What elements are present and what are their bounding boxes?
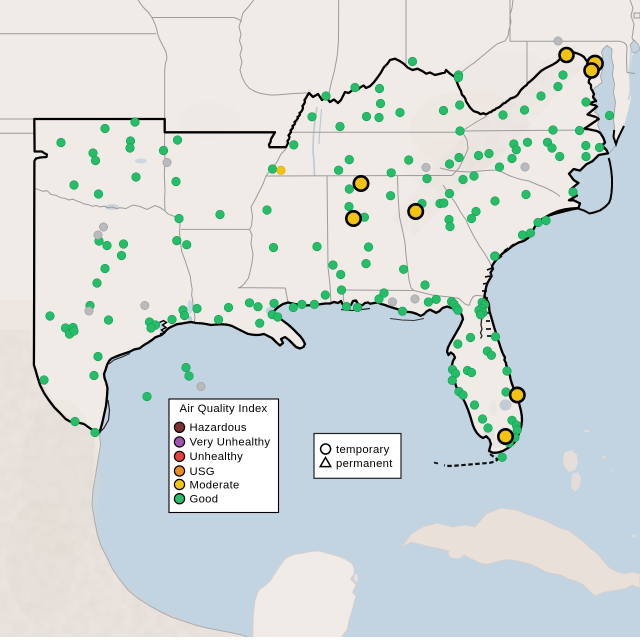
svg-text:Air Quality Index: Air Quality Index	[180, 403, 268, 415]
svg-text:Very Unhealthy: Very Unhealthy	[190, 437, 271, 449]
svg-text:permanent: permanent	[336, 458, 393, 470]
svg-text:Moderate: Moderate	[190, 479, 240, 491]
svg-text:Good: Good	[190, 494, 219, 506]
svg-text:USG: USG	[190, 466, 215, 478]
svg-text:Hazardous: Hazardous	[190, 422, 247, 434]
svg-text:Unhealthy: Unhealthy	[190, 451, 244, 463]
svg-text:temporary: temporary	[336, 444, 390, 456]
